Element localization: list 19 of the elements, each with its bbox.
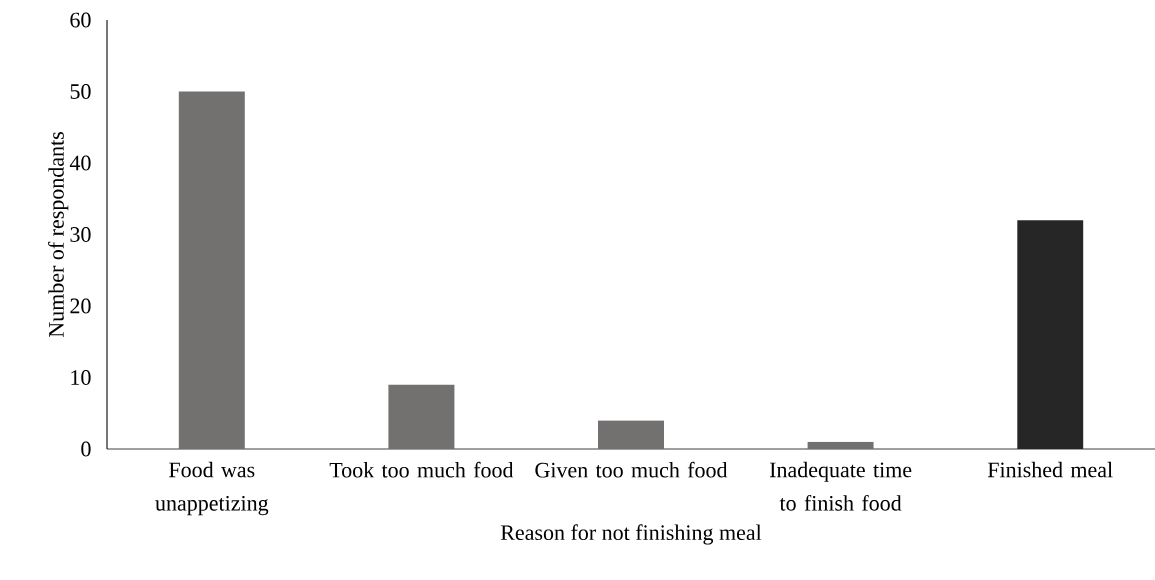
y-axis-title: Number of respondants	[48, 132, 69, 338]
y-tick-label: 10	[71, 370, 91, 385]
x-tick-label: Finished meal	[987, 461, 1113, 478]
bar	[178, 91, 245, 449]
x-tick-label: Given too much food	[535, 461, 728, 478]
x-tick-label: Inadequate time to finish food	[769, 461, 912, 511]
y-tick-label: 40	[69, 155, 91, 171]
x-axis-title: Reason for not finishing meal	[500, 524, 762, 545]
y-tick-label: 60	[70, 12, 91, 28]
bar	[598, 420, 665, 449]
y-tick-label: 20	[70, 298, 91, 314]
y-tick-label: 30	[70, 227, 91, 242]
x-tick-label: Took too much food	[329, 461, 514, 478]
bar	[1017, 220, 1084, 449]
y-tick-label: 50	[70, 84, 91, 99]
x-tick-label: Food was unappetizing	[155, 461, 269, 516]
bar	[807, 441, 874, 449]
y-tick-label: 0	[81, 441, 91, 457]
bar	[388, 384, 455, 449]
